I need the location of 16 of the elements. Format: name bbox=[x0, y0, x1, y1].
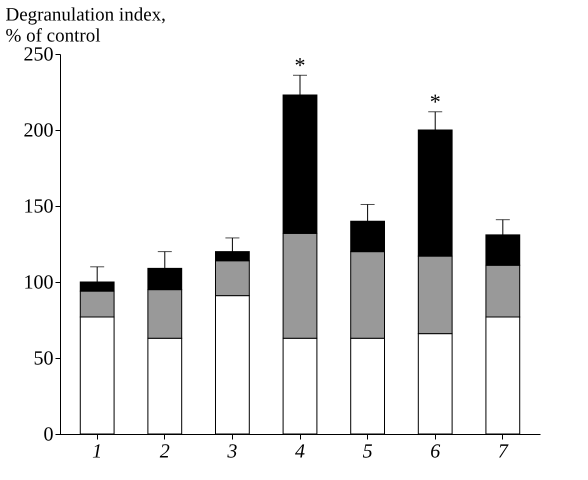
y-tick-label: 100 bbox=[24, 272, 54, 294]
x-tick-label: 1 bbox=[92, 440, 102, 462]
annotation: * bbox=[294, 52, 306, 78]
x-tick-label: 3 bbox=[226, 440, 238, 462]
y-tick-label: 250 bbox=[24, 44, 54, 66]
annotation: * bbox=[430, 88, 441, 114]
x-tick-label: 7 bbox=[498, 440, 509, 462]
y-tick-label: 50 bbox=[34, 348, 54, 370]
y-tick-label: 0 bbox=[44, 424, 54, 446]
x-tick-label: 6 bbox=[430, 440, 440, 462]
x-tick-label: 4 bbox=[295, 440, 305, 462]
y-tick-label: 150 bbox=[24, 196, 54, 218]
x-tick-label: 2 bbox=[160, 440, 170, 462]
y-axis-title: Degranulation index, % of control bbox=[6, 4, 166, 46]
x-tick-label: 5 bbox=[362, 440, 373, 462]
y-tick-label: 200 bbox=[24, 120, 54, 142]
